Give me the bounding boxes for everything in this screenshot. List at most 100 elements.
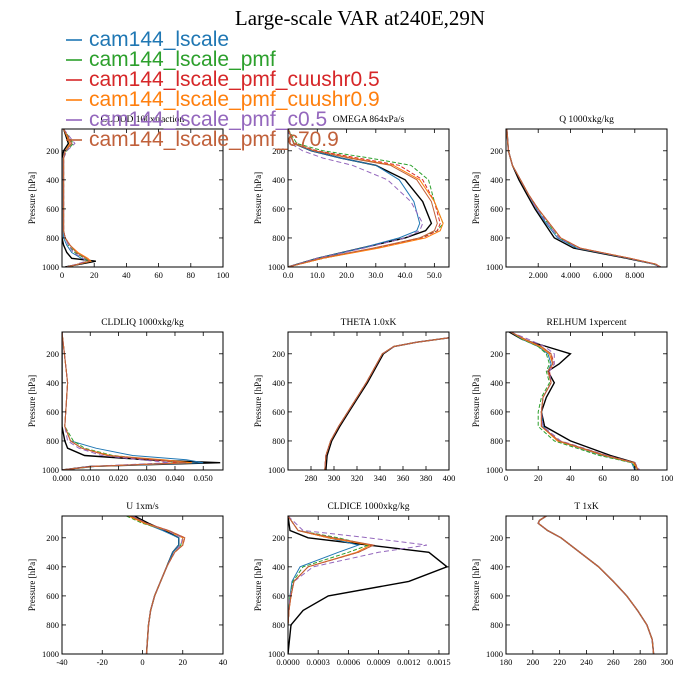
chart-cldliq-ytick-label: 200 [46,349,59,359]
chart-cldliq-xtick-label: 0.020 [109,473,128,483]
chart-cldliq-xtick-label: 0.030 [137,473,156,483]
chart-cloud-ytick-label: 600 [46,204,59,214]
chart-u-title: U 1xm/s [126,502,159,512]
chart-t-ylabel: Pressure [hPa] [471,559,481,611]
chart-q-series-cam144-lscale-pmf-cuushr0-5 [506,129,661,267]
chart-cldliq-ytick-label: 800 [46,436,59,446]
chart-theta-series-cam144-lscale-pmf-cuushr0-5 [324,337,449,470]
chart-cloud-ytick-label: 800 [46,233,59,243]
chart-cldice-ytick-label: 600 [272,591,285,601]
chart-cldliq-xtick-label: 0.050 [194,473,213,483]
chart-relhum-title: RELHUM 1xpercent [547,318,627,328]
chart-relhum-xtick-label: 80 [631,473,640,483]
chart-cldice-series-reference [288,516,449,654]
chart-u-ytick-label: 1000 [42,649,59,659]
chart-omega-xtick-label: 40.0 [398,270,413,280]
chart-relhum-frame [505,331,668,471]
chart-theta-ytick-label: 800 [272,436,285,446]
chart-cldliq-ytick-label: 400 [46,378,59,388]
chart-q-ylabel: Pressure [hPa] [471,172,481,224]
chart-cldice-ytick-label: 800 [272,620,285,630]
chart-t-xtick-label: 280 [634,657,647,667]
chart-relhum-ytick-label: 200 [490,349,503,359]
chart-relhum-xtick-label: 40 [566,473,575,483]
chart-relhum-series-cam144-lscale [510,332,636,470]
chart-theta-frame [287,331,450,471]
chart-theta-series-reference [325,337,449,470]
chart-relhum-ytick-label: 400 [490,378,503,388]
chart-cldice-xtick-label: 0.0012 [397,657,420,667]
legend-item-cam144-lscale-pmf-cuushr0-9: cam144_lscale_pmf_cuushr0.9 [66,88,380,111]
chart-theta-xtick-label: 360 [397,473,410,483]
chart-cldliq-frame [61,331,224,471]
chart-cldliq-title: CLDLIQ 1000xkg/kg [101,318,184,328]
chart-omega-ylabel: Pressure [hPa] [253,172,263,224]
chart-t-ytick-label: 1000 [486,649,503,659]
chart-t-xtick-label: 240 [580,657,593,667]
chart-relhum-ylabel: Pressure [hPa] [471,375,481,427]
legend-item-cam144-lscale-pmf: cam144_lscale_pmf [66,48,276,71]
chart-cldice-series-cam144-lscale-pmf-c70-9 [288,516,376,654]
chart-cloud-xtick-label: 100 [217,270,230,280]
chart-q-series-cam144-lscale-pmf [506,129,661,267]
chart-cldice-ytick-label: 200 [272,533,285,543]
chart-relhum-xtick-label: 20 [534,473,543,483]
chart-theta-series-cam144-lscale-pmf-cuushr0-9 [324,337,449,470]
chart-theta-ytick-label: 200 [272,349,285,359]
chart-q-xtick-label: 8.000 [625,270,644,280]
legend-label: cam144_lscale_pmf_c0.5 [89,108,327,131]
chart-cldice-xtick-label: 0.0009 [367,657,390,667]
chart-cldliq: CLDLIQ 1000xkg/kg 200 400 600 800 1000 Pressur… [27,318,224,483]
chart-relhum-series-reference [508,332,636,470]
chart-theta-ytick-label: 400 [272,378,285,388]
chart-theta-series-cam144-lscale [324,337,449,470]
chart-cloud-ylabel: Pressure [hPa] [27,172,37,224]
legend-label: cam144_lscale_pmf_c70.9 [89,128,339,151]
chart-cloud-title: CLOUD 100xfraction [101,114,185,125]
chart-cloud-ytick-label: 1000 [42,262,59,272]
chart-cloud-series-reference [62,129,96,267]
chart-q-ytick-label: 400 [490,175,503,185]
chart-t-series-cam144-lscale-pmf-cuushr0-9 [537,516,655,654]
chart-q-series-cam144-lscale-pmf-c70-9 [506,129,661,267]
legend-item-cam144-lscale-pmf-cuushr0-5: cam144_lscale_pmf_cuushr0.5 [66,68,380,91]
chart-t-xtick-label: 180 [500,657,513,667]
chart-omega-xtick-label: 10.0 [310,270,325,280]
chart-cloud-xtick-label: 0 [60,270,64,280]
chart-theta-xtick-label: 400 [443,473,456,483]
chart-omega: OMEGA 864xPa/s 200 400 600 800 1000 Pressure [… [253,115,450,280]
chart-q-series-cam144-lscale-pmf-c0-5 [506,129,661,267]
chart-u-xtick-label: 20 [179,657,188,667]
chart-relhum-series-cam144-lscale-pmf-c0-5 [510,332,641,470]
legend-label: cam144_lscale [89,28,229,51]
chart-cldice-xtick-label: 0.0003 [307,657,330,667]
chart-theta-xtick-label: 380 [420,473,433,483]
chart-t-title: T 1xK [574,502,599,512]
chart-relhum-series-cam144-lscale-pmf-cuushr0-5 [510,332,639,470]
chart-cldice: CLDICE 1000xkg/kg 200 400 600 800 1000 Pressur… [253,502,451,667]
chart-omega-xtick-label: 20.0 [339,270,354,280]
chart-q-ytick-label: 200 [490,146,503,156]
chart-cloud-xtick-label: 80 [187,270,196,280]
chart-cldliq-series-cam144-lscale [62,332,204,470]
chart-t-series-cam144-lscale-pmf-c0-5 [537,516,655,654]
chart-q-series-cam144-lscale [506,129,661,267]
chart-omega-xtick-label: 0.0 [283,270,294,280]
chart-relhum-series-cam144-lscale-pmf [510,332,639,470]
chart-q-ytick-label: 800 [490,233,503,243]
chart-t-ytick-label: 200 [490,533,503,543]
chart-omega-series-cam144-lscale-pmf-c70-9 [288,129,438,267]
chart-cldice-ytick-label: 1000 [268,649,285,659]
chart-omega-ytick-label: 1000 [268,262,285,272]
chart-cldliq-xtick-label: 0.040 [165,473,184,483]
chart-t-xtick-label: 260 [607,657,620,667]
chart-cldice-xtick-label: 0.0015 [427,657,450,667]
chart-cldliq-ylabel: Pressure [hPa] [27,375,37,427]
chart-theta-xtick-label: 340 [374,473,387,483]
chart-cloud-ytick-label: 400 [46,175,59,185]
chart-cldliq-series-cam144-lscale-pmf [62,332,178,470]
chart-cldliq-xtick-label: 0.010 [81,473,100,483]
chart-q-xtick-label: 6.000 [593,270,612,280]
chart-theta-xtick-label: 300 [328,473,341,483]
legend-label: cam144_lscale_pmf_cuushr0.9 [89,88,380,111]
